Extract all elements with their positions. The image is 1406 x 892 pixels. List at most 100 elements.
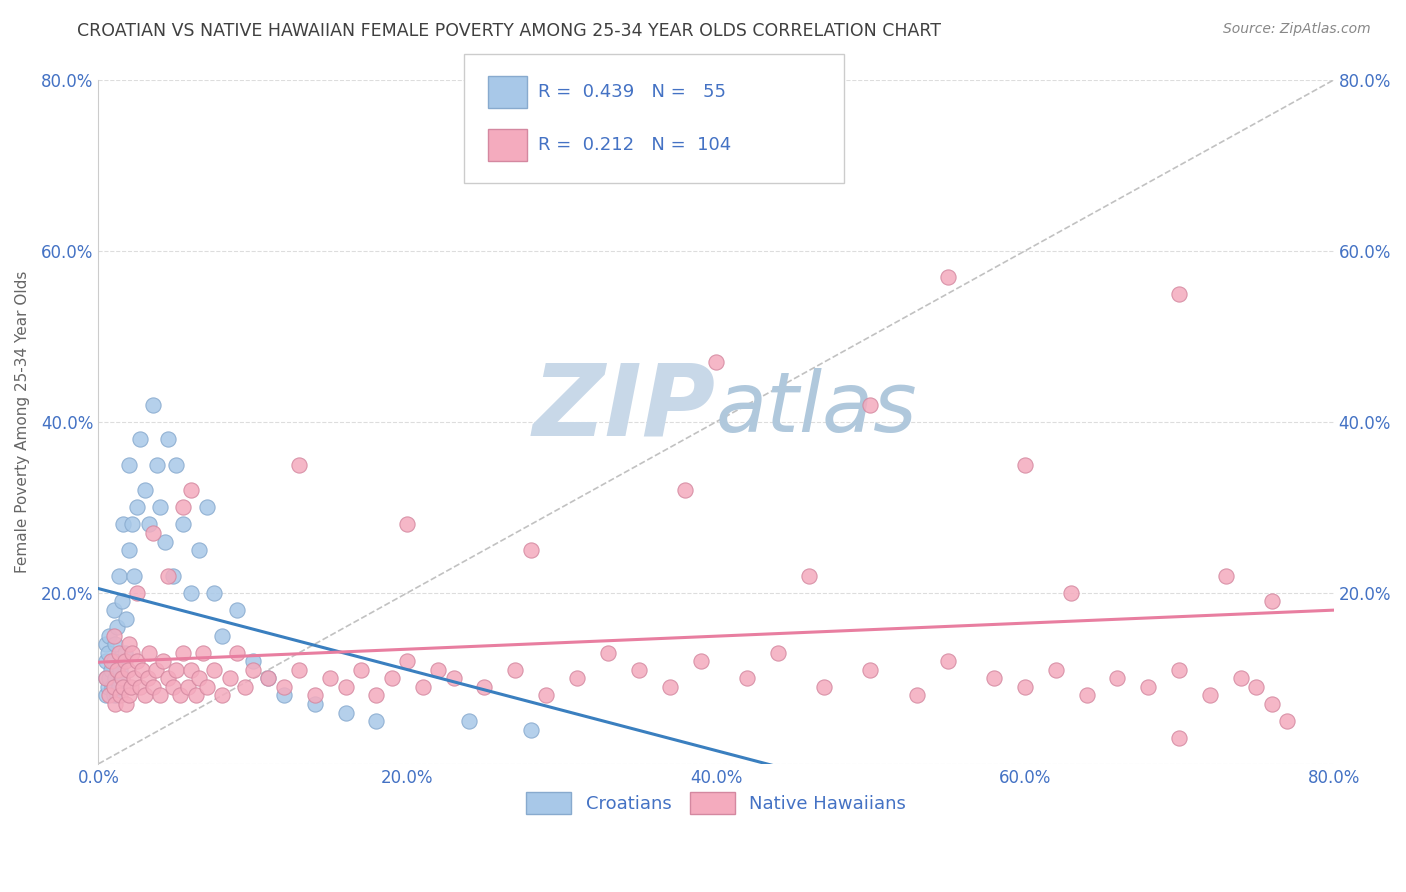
Point — [141, 526, 163, 541]
Point — [172, 517, 194, 532]
Point — [96, 671, 118, 685]
Point — [97, 646, 120, 660]
Point — [288, 458, 311, 472]
Point — [156, 432, 179, 446]
Point — [162, 568, 184, 582]
Point — [673, 483, 696, 498]
Point — [172, 500, 194, 515]
Point — [797, 568, 820, 582]
Text: R =  0.439   N =   55: R = 0.439 N = 55 — [538, 83, 727, 101]
Point — [202, 586, 225, 600]
Point — [134, 689, 156, 703]
Point — [96, 689, 118, 703]
Point — [658, 680, 681, 694]
Point — [136, 671, 159, 685]
Point — [141, 680, 163, 694]
Point — [98, 629, 121, 643]
Legend: Croatians, Native Hawaiians: Croatians, Native Hawaiians — [517, 783, 915, 823]
Point — [735, 671, 758, 685]
Point — [859, 663, 882, 677]
Point — [131, 663, 153, 677]
Point — [129, 432, 152, 446]
Point — [335, 680, 357, 694]
Point — [103, 689, 125, 703]
Point — [165, 663, 187, 677]
Point — [101, 680, 124, 694]
Point — [193, 646, 215, 660]
Text: R =  0.212   N =  104: R = 0.212 N = 104 — [538, 136, 731, 153]
Point — [242, 663, 264, 677]
Point — [100, 663, 122, 677]
Point — [122, 671, 145, 685]
Point — [273, 689, 295, 703]
Point — [105, 689, 128, 703]
Point — [1277, 714, 1299, 728]
Point — [112, 680, 135, 694]
Point — [983, 671, 1005, 685]
Point — [627, 663, 650, 677]
Point — [936, 654, 959, 668]
Point — [112, 517, 135, 532]
Point — [184, 689, 207, 703]
Point — [134, 483, 156, 498]
Point — [115, 697, 138, 711]
Point — [104, 697, 127, 711]
Point — [766, 646, 789, 660]
Point — [149, 689, 172, 703]
Point — [153, 534, 176, 549]
Text: Source: ZipAtlas.com: Source: ZipAtlas.com — [1223, 22, 1371, 37]
Point — [520, 723, 543, 737]
Point — [107, 680, 129, 694]
Point — [96, 637, 118, 651]
Point — [257, 671, 280, 685]
Point — [596, 646, 619, 660]
Point — [1230, 671, 1253, 685]
Point — [169, 689, 191, 703]
Point — [107, 646, 129, 660]
Point — [104, 671, 127, 685]
Point — [257, 671, 280, 685]
Point — [111, 671, 134, 685]
Point — [412, 680, 434, 694]
Point — [319, 671, 342, 685]
Point — [125, 586, 148, 600]
Point — [108, 689, 131, 703]
Point — [125, 654, 148, 668]
Point — [1215, 568, 1237, 582]
Point — [118, 543, 141, 558]
Point — [114, 654, 136, 668]
Point — [1168, 286, 1191, 301]
Point — [98, 671, 121, 685]
Point — [121, 517, 143, 532]
Point — [138, 517, 160, 532]
Point — [1107, 671, 1129, 685]
Point — [1261, 594, 1284, 608]
Point — [689, 654, 711, 668]
Point — [103, 680, 125, 694]
Point — [288, 663, 311, 677]
Point — [474, 680, 496, 694]
Point — [242, 654, 264, 668]
Point — [1076, 689, 1098, 703]
Point — [273, 680, 295, 694]
Text: ZIP: ZIP — [533, 359, 716, 457]
Y-axis label: Female Poverty Among 25-34 Year Olds: Female Poverty Among 25-34 Year Olds — [15, 270, 30, 573]
Point — [366, 714, 388, 728]
Point — [103, 629, 125, 643]
Point — [1045, 663, 1067, 677]
Point — [97, 680, 120, 694]
Point — [458, 714, 481, 728]
Point — [427, 663, 450, 677]
Point — [149, 500, 172, 515]
Point — [96, 671, 118, 685]
Point — [1168, 663, 1191, 677]
Point — [304, 689, 326, 703]
Point — [1168, 731, 1191, 746]
Point — [218, 671, 240, 685]
Point — [118, 689, 141, 703]
Text: atlas: atlas — [716, 368, 918, 449]
Point — [120, 680, 142, 694]
Point — [98, 689, 121, 703]
Point — [381, 671, 404, 685]
Point — [117, 663, 139, 677]
